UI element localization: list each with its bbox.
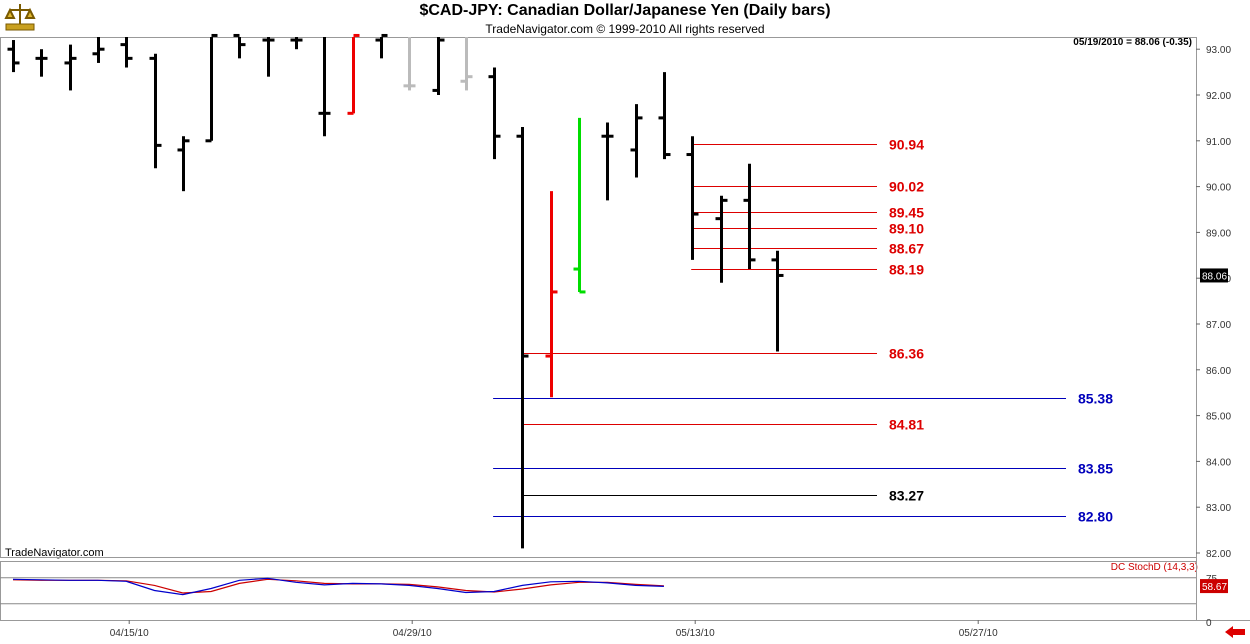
level-label: 88.67 [889,241,924,257]
ohlc-bar [630,104,643,178]
ohlc-bar [403,37,416,91]
level-label: 89.10 [889,221,924,237]
ohlc-bar [290,37,303,50]
chart-title: $CAD-JPY: Canadian Dollar/Japanese Yen (… [419,2,831,19]
y-tick-label: 93.00 [1206,45,1231,56]
ohlc-bar [64,44,77,91]
ohlc-bar [233,33,246,59]
x-tick-label: 05/13/10 [676,628,715,639]
y-tick-label: 85.00 [1206,412,1231,423]
ohlc-bar [120,37,133,68]
ohlc-bar [347,33,360,115]
ohlc-bar [35,49,48,77]
y-tick-label: 82.00 [1206,549,1231,560]
level-label: 88.19 [889,262,924,278]
trade-navigator-logo-icon [2,2,38,32]
y-tick-label: 89.00 [1206,228,1231,239]
ohlc-bar [205,33,218,143]
level-label: 83.85 [1078,461,1113,477]
level-label: 86.36 [889,346,924,362]
x-tick-label: 04/15/10 [110,628,149,639]
ohlc-bar [7,40,20,73]
level-label: 90.94 [889,137,924,153]
ohlc-bar [516,127,529,549]
osc-tick-label: 0 [1206,618,1212,629]
watermark: TradeNavigator.com [5,547,104,559]
ohlc-bar [375,33,388,59]
oscillator-label: DC StochD (14,3,3) [1110,562,1198,573]
ohlc-bar [432,37,445,95]
y-tick-label: 83.00 [1206,503,1231,514]
oscillator-panel-border [0,561,1197,621]
y-tick-label: 92.00 [1206,91,1231,102]
y-tick-label: 84.00 [1206,457,1231,468]
y-tick-label: 86.00 [1206,366,1231,377]
ohlc-bar [149,53,162,169]
y-tick-label: 91.00 [1206,137,1231,148]
ohlc-bar [771,250,784,352]
ohlc-bar [686,136,699,260]
current-price-box [1200,268,1228,283]
ohlc-bar [715,195,728,283]
level-label: 90.02 [889,179,924,195]
stoch-k-line [12,577,664,596]
ohlc-bar [573,117,586,294]
level-label: 83.27 [889,488,924,504]
ohlc-bar [318,37,331,137]
ohlc-bar [460,37,473,91]
ohlc-bar [92,37,105,63]
price-panel-border [0,37,1197,558]
y-tick-label: 87.00 [1206,320,1231,331]
ohlc-bar [743,163,756,270]
chart-subtitle: TradeNavigator.com © 1999-2010 All right… [485,22,765,36]
level-label: 82.80 [1078,509,1113,525]
ohlc-bar [262,37,275,77]
ohlc-bar [545,191,558,398]
level-label: 89.45 [889,205,924,221]
x-tick-label: 05/27/10 [959,628,998,639]
osc-current-box [1200,579,1228,594]
ohlc-bar [177,136,190,192]
osc-current-label: 58.67 [1202,582,1227,593]
ohlc-bar [488,67,501,160]
scroll-left-arrow-icon[interactable] [1224,625,1246,639]
x-tick-label: 04/29/10 [393,628,432,639]
last-value-readout: 05/19/2010 = 88.06 (-0.35) [1073,37,1192,48]
ohlc-bar [658,72,671,160]
y-tick-label: 90.00 [1206,183,1231,194]
level-label: 84.81 [889,417,924,433]
current-price-label: 88.06 [1202,271,1227,282]
ohlc-bar [601,122,614,201]
level-label: 85.38 [1078,391,1113,407]
